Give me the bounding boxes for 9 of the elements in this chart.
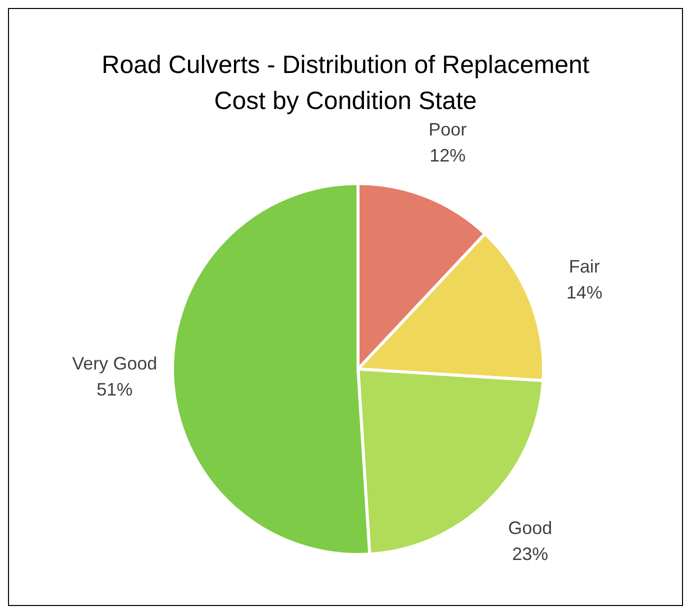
- data-label: 23%: [512, 544, 548, 564]
- slice-label: Good: [508, 518, 552, 538]
- slice-label: Fair: [568, 256, 600, 276]
- slice-label: Very Good: [72, 354, 158, 374]
- data-label: 51%: [96, 380, 133, 400]
- slice-label: Poor: [428, 120, 467, 140]
- chart-title: Road Culverts - Distribution of Replacement Cost by Condition State: [100, 50, 590, 117]
- data-label: 12%: [430, 146, 466, 166]
- data-label: 14%: [566, 282, 602, 302]
